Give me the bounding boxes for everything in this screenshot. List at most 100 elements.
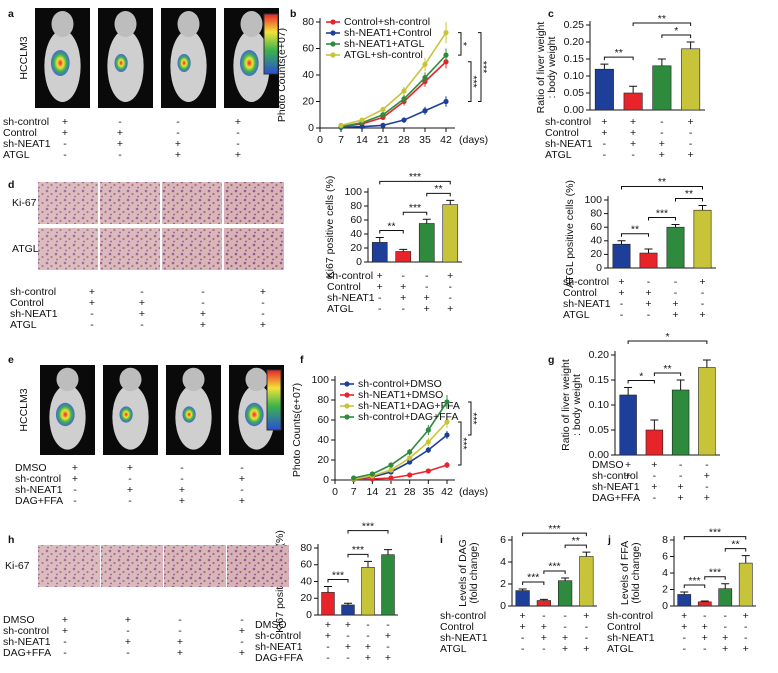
significance-label: **: [572, 535, 580, 547]
significance-label: ***: [352, 544, 364, 556]
signal: [50, 50, 70, 76]
y-tick-label: 100: [584, 194, 602, 206]
error-bar: [344, 602, 352, 605]
ihc-image: [38, 545, 100, 587]
condition-sign: -: [236, 127, 240, 139]
panel-letter: g: [548, 354, 554, 366]
condition-sign: -: [402, 270, 406, 282]
condition-name: sh-control: [3, 116, 49, 128]
significance-bracket: [661, 34, 692, 38]
condition-sign: +: [62, 127, 68, 139]
condition-name: sh-NEAT1: [255, 641, 303, 653]
condition-sign: -: [689, 127, 693, 139]
condition-sign: +: [601, 127, 607, 139]
y-tick-label: 0: [662, 600, 668, 612]
cell-line-label: HCCLM3: [18, 388, 30, 431]
condition-name: sh-control: [255, 630, 301, 642]
condition-sign: -: [63, 647, 67, 659]
condition-name: sh-control: [327, 270, 373, 282]
point: [422, 108, 428, 114]
bar: [558, 580, 573, 607]
condition-sign: +: [365, 652, 371, 664]
error-bar: [676, 379, 685, 390]
condition-sign: +: [743, 610, 749, 622]
condition-sign: +: [625, 470, 631, 482]
error-bar: [539, 598, 548, 601]
legend-label: sh-control+DMSO: [358, 378, 442, 390]
legend-marker: [344, 414, 350, 420]
condition-sign: -: [689, 138, 693, 150]
condition-sign: -: [647, 309, 651, 321]
mouse-head: [177, 11, 200, 37]
condition-name: sh-NEAT1: [563, 298, 611, 310]
x-tick-label: 35: [422, 486, 434, 498]
condition-sign: +: [239, 495, 245, 507]
point: [443, 29, 449, 36]
significance-bracket: [564, 544, 587, 549]
condition-sign: -: [386, 641, 390, 653]
condition-sign: -: [63, 636, 67, 648]
y-tick-label: 100: [311, 374, 329, 386]
condition-sign: -: [585, 632, 589, 644]
legend-marker: [330, 52, 336, 58]
color-scale: [266, 369, 282, 431]
condition-sign: +: [179, 484, 185, 496]
condition-name: Control: [327, 281, 361, 293]
condition-sign: -: [386, 619, 390, 631]
significance-label: ***: [477, 61, 489, 73]
y-tick-label: 80: [300, 542, 312, 554]
point: [425, 439, 431, 445]
condition-name: ATGL: [545, 149, 572, 161]
bar: [681, 48, 701, 111]
x-tick-label: 42: [441, 486, 453, 498]
condition-sign: -: [563, 621, 567, 633]
ihc-image: [101, 545, 163, 587]
significance-bracket: [402, 211, 428, 216]
significance-label: **: [631, 224, 639, 236]
point: [422, 61, 428, 67]
mouse-head: [56, 367, 79, 392]
y-axis-label: Levels of DAG: [457, 539, 469, 607]
point: [351, 475, 357, 481]
point: [401, 96, 407, 102]
panel-letter: f: [300, 354, 304, 366]
condition-name: sh-control: [10, 286, 56, 298]
bar: [623, 92, 643, 111]
condition-sign: -: [176, 127, 180, 139]
bar: [536, 600, 551, 607]
y-tick-label: 0.15: [589, 374, 610, 386]
condition-sign: +: [625, 459, 631, 471]
condition-sign: -: [402, 303, 406, 315]
condition-sign: +: [200, 308, 206, 320]
point: [359, 124, 365, 130]
condition-sign: -: [724, 610, 728, 622]
condition-sign: +: [400, 281, 406, 293]
panel-letter: c: [548, 8, 554, 20]
condition-sign: +: [72, 473, 78, 485]
condition-sign: +: [678, 492, 684, 504]
bar: [677, 594, 692, 607]
significance-label: ***: [656, 207, 668, 219]
y-tick-label: 0: [596, 262, 602, 274]
condition-sign: +: [672, 298, 678, 310]
y-axis-label: Photo Counts(e+07): [291, 383, 303, 477]
condition-sign: +: [239, 625, 245, 637]
condition-sign: +: [672, 309, 678, 321]
condition-sign: +: [618, 287, 624, 299]
bar: [381, 554, 395, 616]
error-bar: [700, 600, 709, 602]
mouse-head: [245, 367, 268, 392]
condition-sign: -: [378, 303, 382, 315]
condition-sign: +: [688, 149, 694, 161]
condition-sign: -: [118, 116, 122, 128]
significance-bracket: [653, 372, 682, 376]
condition-sign: -: [724, 621, 728, 633]
condition-sign: +: [688, 116, 694, 128]
significance-bracket: [621, 185, 703, 190]
condition-sign: -: [180, 473, 184, 485]
condition-sign: +: [89, 297, 95, 309]
series-line: [353, 401, 448, 479]
condition-sign: -: [180, 462, 184, 474]
significance-label: ***: [527, 572, 539, 584]
condition-name: sh-NEAT1: [3, 636, 51, 648]
